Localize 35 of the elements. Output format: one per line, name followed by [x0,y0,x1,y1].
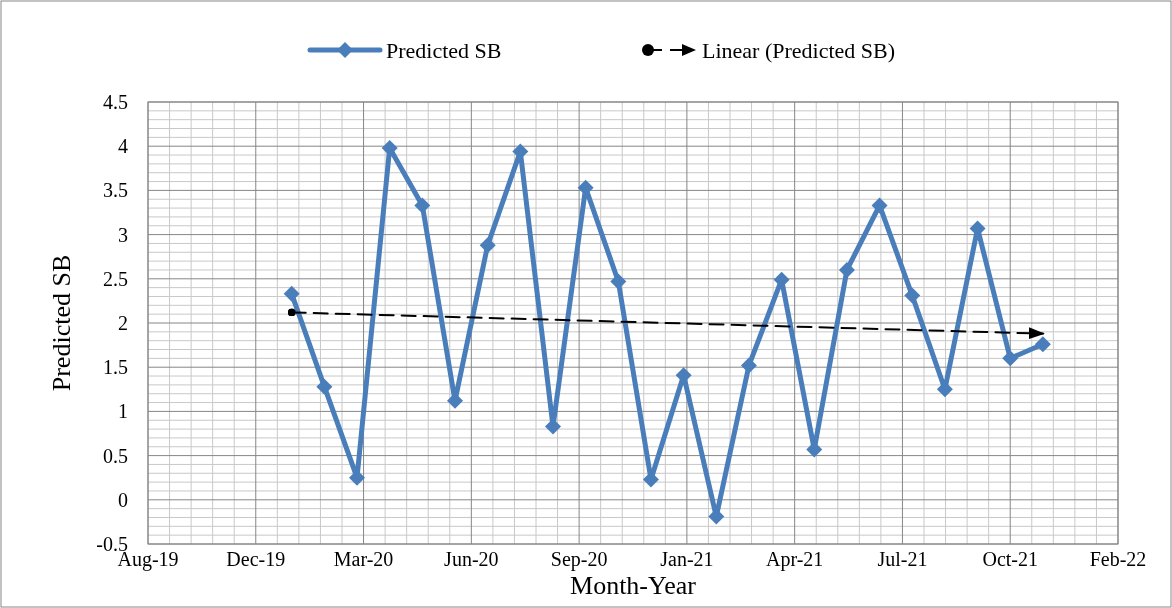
x-tick-label: Jan-21 [660,548,714,570]
point [283,285,300,302]
legend-label: Predicted SB [386,37,502,63]
y-tick-label: 3 [118,223,128,246]
x-tick-label: Mar-20 [333,548,394,570]
x-tick-label: Dec-19 [226,548,286,570]
y-tick-label: 0 [118,488,128,511]
legend-label: Linear (Predicted SB) [702,37,896,63]
x-tick-label: Sep-20 [550,548,608,571]
y-tick-label: 4 [118,135,128,158]
x-axis-title: Month-Year [570,571,697,600]
point [479,237,496,254]
point [414,197,431,214]
point [381,139,398,156]
point [740,357,757,374]
point [838,261,855,278]
x-tick-label: Jul-21 [877,548,928,570]
y-tick-label: 2.5 [103,267,128,290]
y-tick-label: 1 [118,400,128,423]
x-tick-label: Jun-20 [444,548,499,570]
y-tick-label: 0.5 [103,444,128,467]
x-tick-label: Feb-22 [1089,548,1147,570]
point [1034,336,1051,353]
point [610,273,627,290]
point [871,197,888,214]
x-tick-label: Apr-21 [765,548,824,571]
x-tick-label: Oct-21 [982,548,1038,570]
point [904,287,921,304]
y-tick-label: 3.5 [103,179,128,202]
y-tick-label: 1.5 [103,356,128,379]
point [316,378,333,395]
y-tick-label: 2 [118,312,128,334]
point [1002,350,1019,367]
y-tick-label: 4.5 [103,91,128,113]
y-axis-title: Predicted SB [47,254,76,392]
